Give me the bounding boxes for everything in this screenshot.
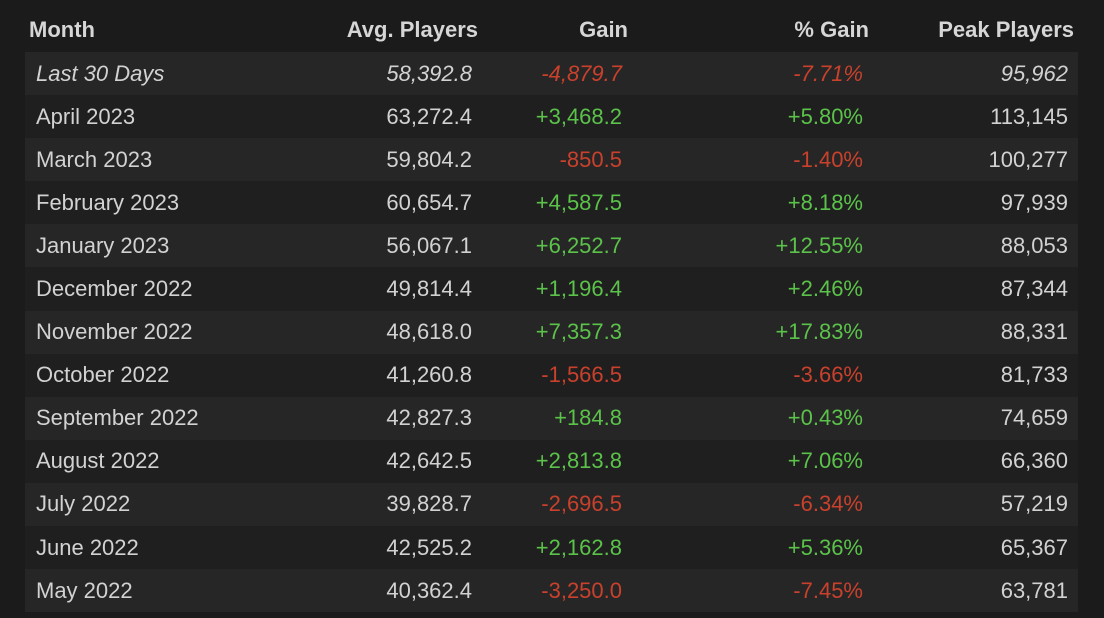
table-cell: +2.46%	[787, 276, 863, 302]
table-cell: +184.8	[554, 405, 622, 431]
table-cell: May 2022	[36, 577, 133, 603]
table-cell: April 2023	[36, 103, 136, 129]
table-cell: 95,962	[1000, 60, 1068, 86]
table-row: May 2022 40,362.4 -3,250.0 -7.45% 63,781	[25, 569, 1078, 613]
column-header: Gain	[579, 17, 628, 42]
table-cell: -6.34%	[793, 491, 863, 517]
table-row: October 2022 41,260.8 -1,566.5 -3.66% 81,733	[25, 353, 1078, 397]
table-row: April 2023 63,272.4 +3,468.2 +5.80% 113,145	[25, 95, 1078, 139]
table-cell: 88,053	[1000, 232, 1068, 258]
table-cell: November 2022	[36, 319, 193, 345]
table-row: September 2022 42,827.3 +184.8 +0.43% 74,659	[25, 396, 1078, 440]
table-cell: +7.06%	[787, 448, 863, 474]
table-row: August 2022 42,642.5 +2,813.8 +7.06% 66,360	[25, 439, 1078, 483]
table-cell: 88,331	[1000, 319, 1068, 345]
table-cell: -3,250.0	[541, 577, 622, 603]
table-cell: +4,587.5	[535, 189, 622, 215]
table-cell: June 2022	[36, 534, 139, 560]
table-cell: 57,219	[1000, 491, 1068, 517]
table-cell: December 2022	[36, 276, 193, 302]
table-cell: +8.18%	[787, 189, 863, 215]
table-row: November 2022 48,618.0 +7,357.3 +17.83% 88,3…	[25, 310, 1078, 354]
table-cell: -1,566.5	[541, 362, 622, 388]
header-row: Month Avg. Players Gain % Gain Peak Players	[25, 8, 1078, 52]
table-cell: 39,828.7	[386, 491, 472, 517]
table-cell: September 2022	[36, 405, 199, 431]
table-cell: +17.83%	[775, 319, 863, 345]
table-cell: +12.55%	[775, 232, 863, 258]
table-cell: 41,260.8	[386, 362, 472, 388]
table-cell: 42,642.5	[386, 448, 472, 474]
table-cell: 60,654.7	[386, 189, 472, 215]
table-cell: +5.80%	[787, 103, 863, 129]
table-row: Last 30 Days 58,392.8 -4,879.7 -7.71% 95,962	[25, 52, 1078, 96]
table-cell: 56,067.1	[386, 232, 472, 258]
table-cell: +0.43%	[787, 405, 863, 431]
table-cell: -3.66%	[793, 362, 863, 388]
table-row: March 2023 59,804.2 -850.5 -1.40% 100,277	[25, 138, 1078, 182]
table-row: February 2023 60,654.7 +4,587.5 +8.18% 97,93…	[25, 181, 1078, 225]
table-cell: 97,939	[1000, 189, 1068, 215]
table-cell: +1,196.4	[535, 276, 622, 302]
table-row: July 2022 39,828.7 -2,696.5 -6.34% 57,219	[25, 482, 1078, 527]
table-cell: +3,468.2	[535, 103, 622, 129]
table-cell: March 2023	[36, 146, 153, 172]
column-header: Peak Players	[938, 17, 1074, 42]
table-cell: 100,277	[988, 146, 1068, 172]
column-header: % Gain	[794, 17, 869, 42]
table-cell: 113,145	[990, 103, 1068, 129]
stats-table: Month Avg. Players Gain% Gain Peak Players …	[25, 8, 1078, 613]
table-cell: 42,827.3	[386, 405, 472, 431]
column-header: Month	[29, 17, 95, 42]
table-cell: 58,392.8	[386, 60, 472, 86]
table-cell: October 2022	[36, 362, 170, 388]
table-cell: +2,162.8	[535, 534, 622, 560]
table-cell: -2,696.5	[541, 491, 622, 517]
table-cell: -850.5	[559, 146, 622, 172]
table-row: December 2022 49,814.4 +1,196.4 +2.46% 87,34…	[25, 267, 1078, 311]
table-cell: -7.71%	[793, 60, 863, 86]
table-cell: 49,814.4	[386, 276, 472, 302]
table-cell: July 2022	[36, 491, 131, 517]
table-cell: 74,659	[1000, 405, 1068, 431]
table-cell: 66,360	[1000, 448, 1068, 474]
table-cell: 63,272.4	[386, 103, 472, 129]
table-header: Month Avg. Players Gain % Gain Peak Players	[25, 8, 1078, 52]
table-cell: February 2023	[36, 189, 180, 215]
table-cell: +6,252.7	[535, 232, 622, 258]
table-cell: Last 30 Days	[36, 60, 165, 86]
table-cell: 63,781	[1000, 577, 1068, 603]
table-cell: 59,804.2	[386, 146, 472, 172]
table-cell: +7,357.3	[535, 319, 622, 345]
table-cell: 87,344	[1000, 276, 1068, 302]
column-header: Avg. Players	[346, 17, 478, 42]
table-body: Last 30 Days 58,392.8 -4,879.7 -7.71% 95,962…	[25, 52, 1078, 613]
table-cell: -4,879.7	[541, 60, 622, 86]
table-cell: August 2022	[36, 448, 160, 474]
table-cell: 42,525.2	[386, 534, 472, 560]
table-cell: January 2023	[36, 232, 170, 258]
table-row: January 2023 56,067.1 +6,252.7 +12.55% 88,05…	[25, 224, 1078, 268]
table-cell: 65,367	[1000, 534, 1068, 560]
table-cell: 81,733	[1000, 362, 1068, 388]
table-cell: 48,618.0	[386, 319, 472, 345]
table-cell: +2,813.8	[535, 448, 622, 474]
table-cell: 40,362.4	[386, 577, 472, 603]
table-cell: -7.45%	[793, 577, 863, 603]
table-cell: -1.40%	[793, 146, 863, 172]
table-row: June 2022 42,525.2 +2,162.8 +5.36% 65,367	[25, 526, 1078, 570]
table-cell: +5.36%	[787, 534, 863, 560]
